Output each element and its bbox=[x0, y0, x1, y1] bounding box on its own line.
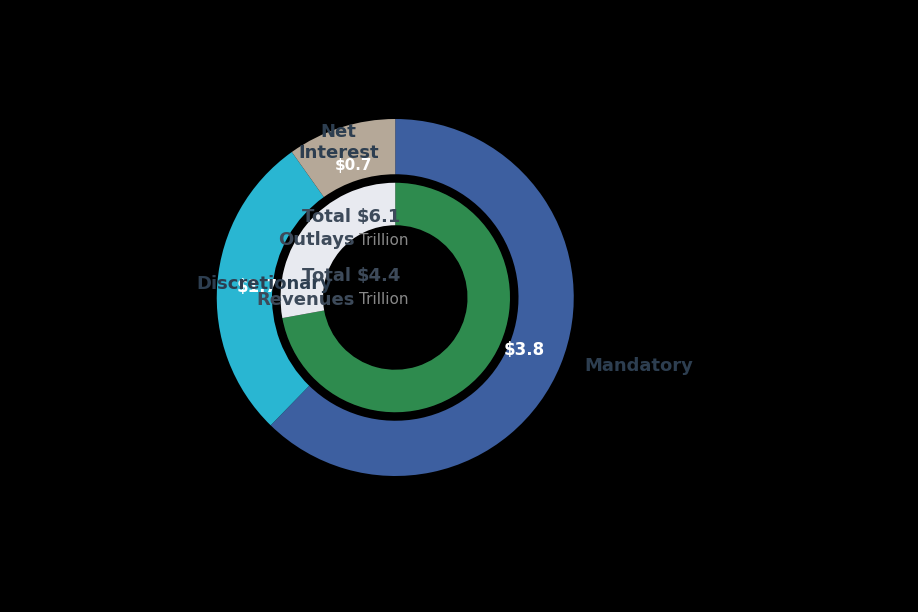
Text: Trillion: Trillion bbox=[359, 233, 409, 248]
Text: Discretionary: Discretionary bbox=[196, 275, 332, 293]
Text: $1.7: $1.7 bbox=[236, 278, 277, 296]
Wedge shape bbox=[292, 119, 396, 197]
Text: $3.8: $3.8 bbox=[503, 341, 544, 359]
Text: Total: Total bbox=[302, 207, 357, 226]
Text: $6.1: $6.1 bbox=[357, 207, 401, 226]
Text: Trillion: Trillion bbox=[359, 292, 409, 307]
Wedge shape bbox=[271, 119, 574, 476]
Wedge shape bbox=[217, 152, 324, 425]
Text: $4.4: $4.4 bbox=[357, 267, 401, 285]
Text: Revenues: Revenues bbox=[256, 291, 355, 308]
Text: $0.7: $0.7 bbox=[334, 158, 372, 173]
Text: Net
Interest: Net Interest bbox=[298, 124, 379, 162]
Text: Outlays: Outlays bbox=[278, 231, 355, 249]
Wedge shape bbox=[283, 183, 510, 412]
Text: Mandatory: Mandatory bbox=[584, 357, 693, 375]
Text: Total: Total bbox=[302, 267, 357, 285]
Wedge shape bbox=[281, 183, 396, 318]
